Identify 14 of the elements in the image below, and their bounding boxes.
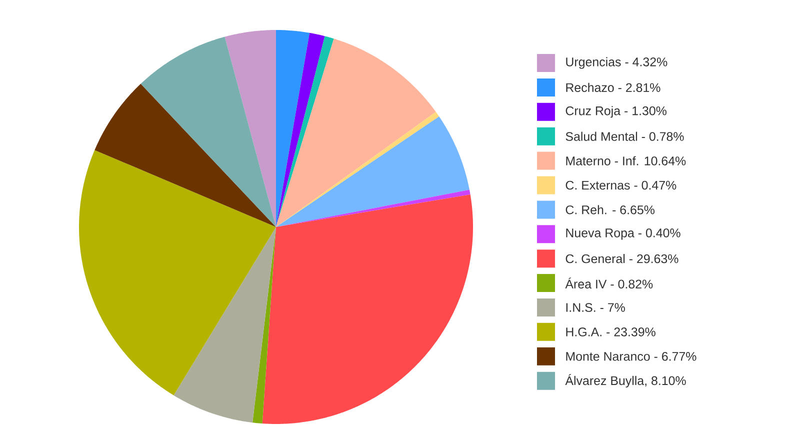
legend-label: Cruz Roja - 1.30%	[566, 106, 666, 118]
legend-label: Salud Mental - 0.78%	[566, 132, 684, 141]
legend-label: H.G.A. - 23.39%	[566, 328, 656, 336]
legend-label: C. General - 29.63%	[566, 254, 678, 264]
legend-label: Álvarez Buylla, 8.10%	[565, 374, 686, 388]
legend-label: I.N.S. - 7%	[566, 303, 625, 312]
legend-label: Materno - Inf. 10.64%	[566, 156, 686, 166]
legend-label: Área IV - 0.82%	[565, 278, 653, 288]
legend-label: Nueva Ropa - 0.40%	[566, 228, 680, 240]
legend-label: Urgencias - 4.32%	[566, 57, 668, 69]
legend-label: Monte Naranco - 6.77%	[566, 352, 696, 361]
legend-label: C. Externas - 0.47%	[566, 180, 676, 190]
legend-label: C. Reh. - 6.65%	[566, 205, 654, 214]
legend-label: Rechazo - 2.81%	[566, 82, 660, 92]
